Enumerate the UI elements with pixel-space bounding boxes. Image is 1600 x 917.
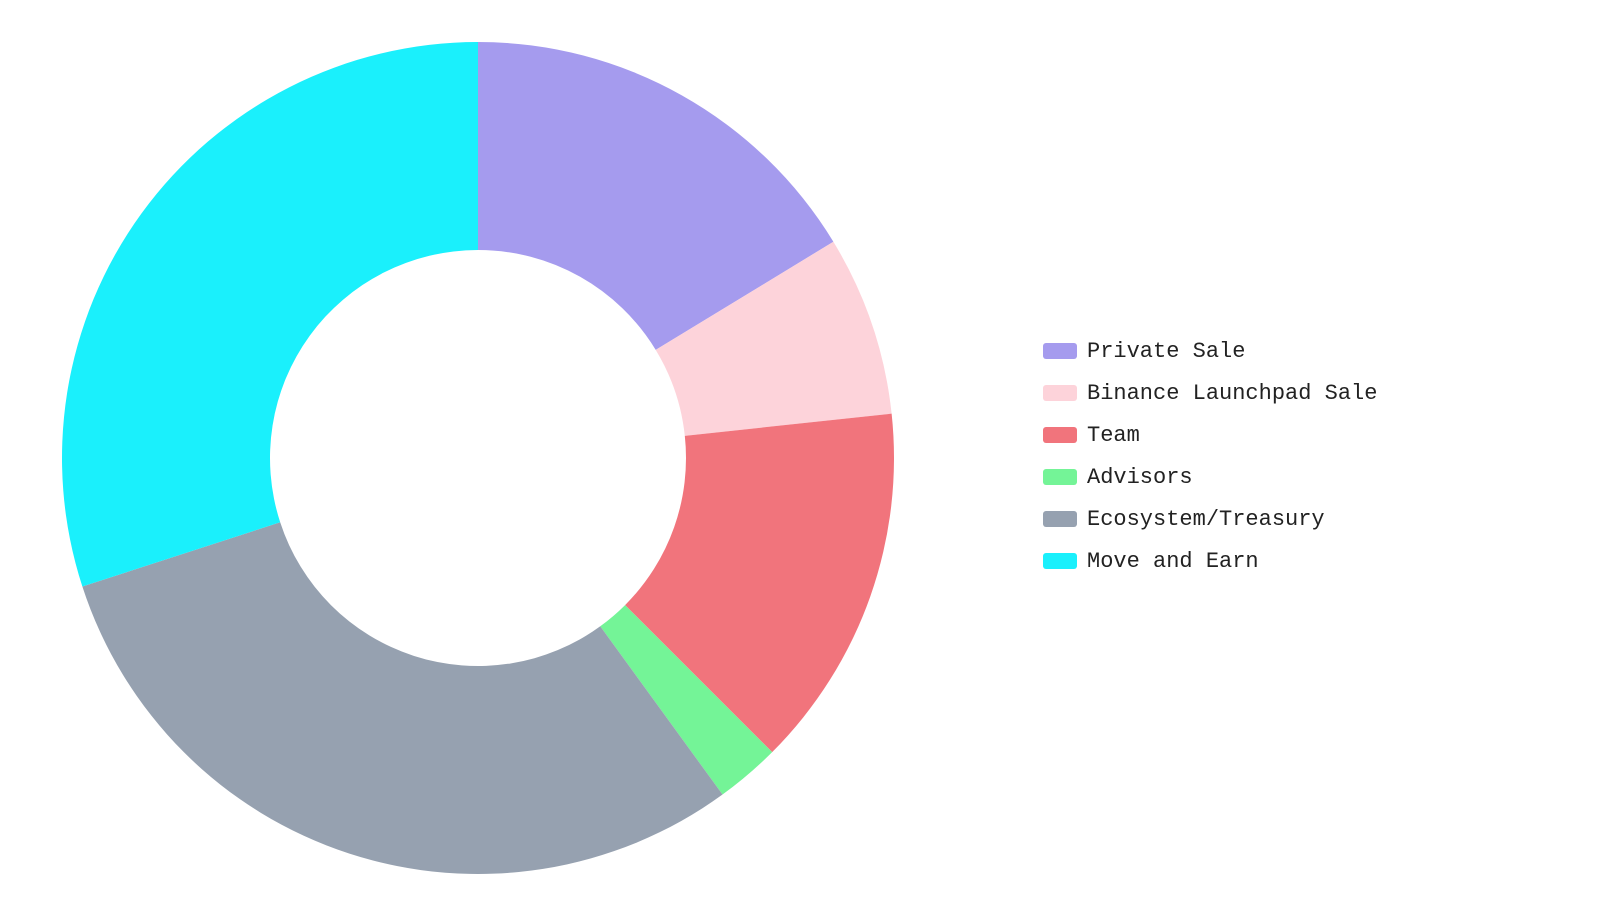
legend-swatch — [1043, 469, 1077, 485]
slice — [61, 42, 478, 587]
legend-swatch — [1043, 385, 1077, 401]
slice — [655, 241, 892, 436]
legend-swatch — [1043, 427, 1077, 443]
slice — [600, 605, 773, 795]
legend-label: Binance Launchpad Sale — [1087, 381, 1377, 406]
legend-swatch — [1043, 343, 1077, 359]
slice — [82, 522, 723, 874]
legend-label: Move and Earn — [1087, 549, 1259, 574]
slice — [478, 42, 834, 350]
legend-label: Team — [1087, 423, 1140, 448]
legend-label: Ecosystem/Treasury — [1087, 507, 1325, 532]
legend-label: Private Sale — [1087, 339, 1245, 364]
legend-label: Advisors — [1087, 465, 1193, 490]
legend-swatch — [1043, 553, 1077, 569]
legend-swatch — [1043, 511, 1077, 527]
slice — [625, 413, 895, 753]
